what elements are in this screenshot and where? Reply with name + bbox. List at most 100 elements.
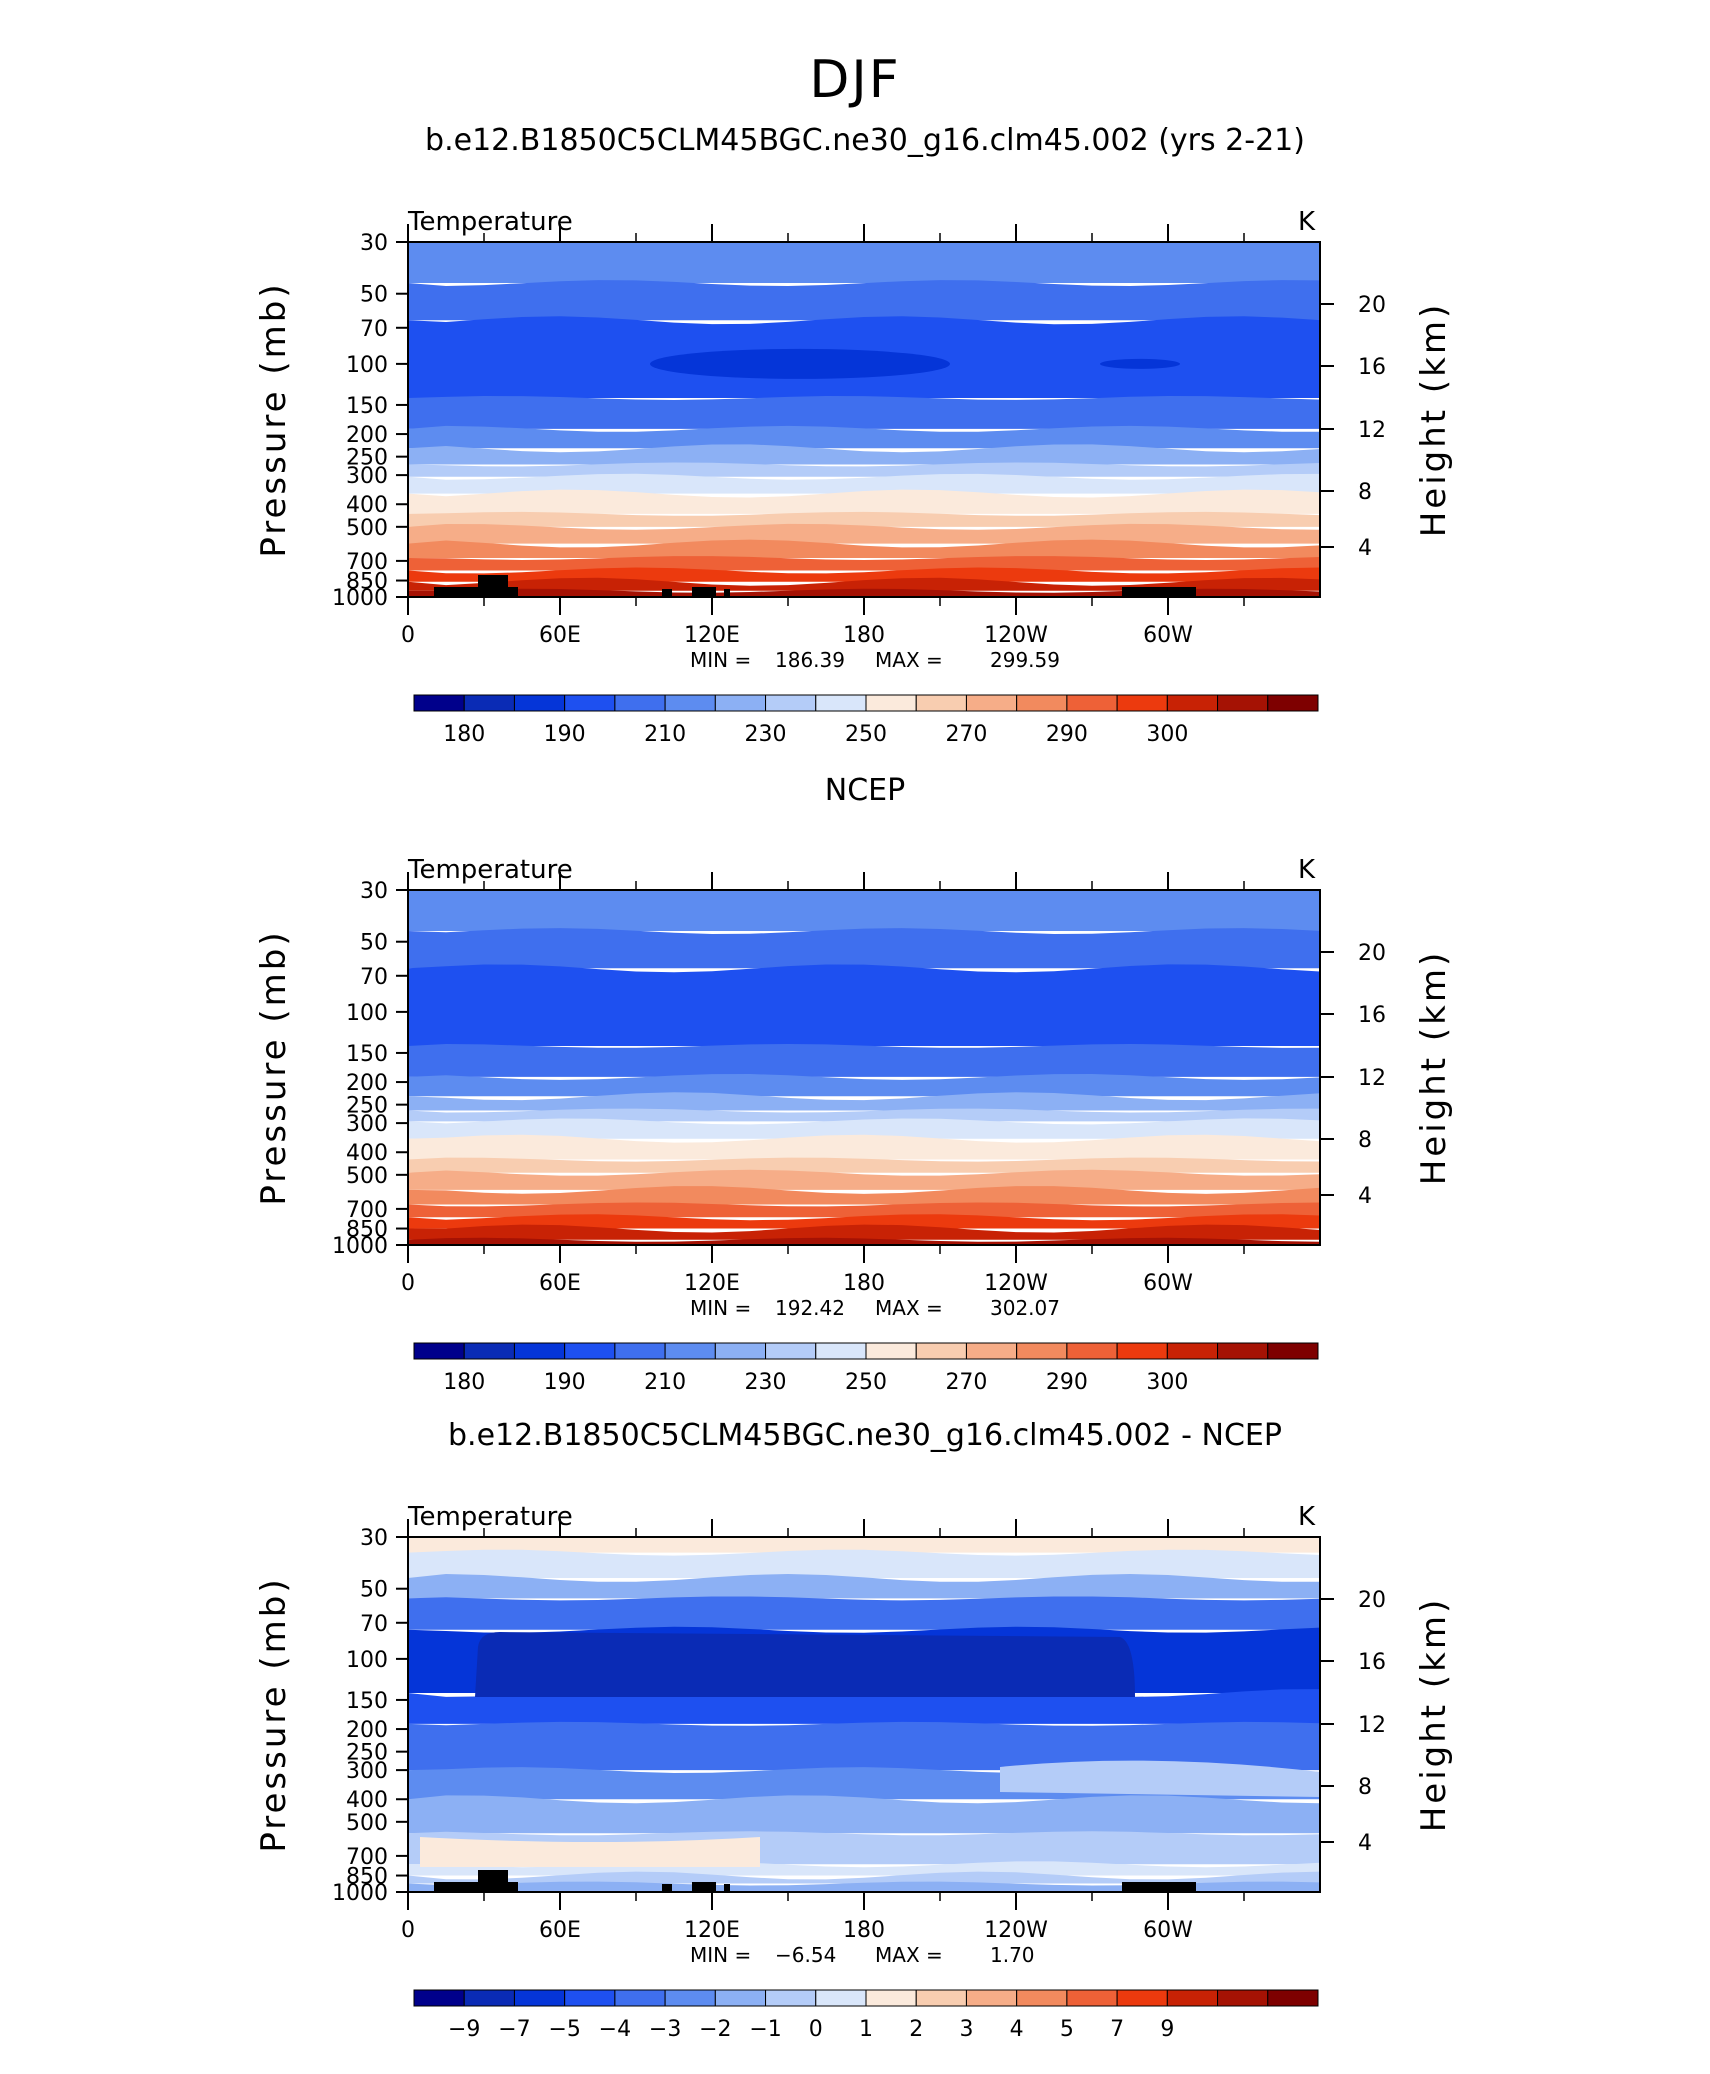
colorbar-label: 2 [909,2017,923,2042]
y2-axis-title: Height (km) [1414,950,1454,1186]
colorbar-label: 290 [1046,722,1088,747]
contour-band [408,556,1320,571]
chart-panel-2: NCEP Temperature K 0 60E 120E 180 120W 60W 30 50 70… [254,773,1454,1395]
x-tick-label: 0 [401,623,415,648]
contour-band [408,1795,1320,1834]
colorbar-swatch [664,1342,716,1360]
colorbar-swatch [865,694,917,712]
contour-blob [1100,358,1180,369]
colorbar-swatch [614,694,666,712]
y2-tick-label: 20 [1358,1588,1386,1613]
chart-panel-1: b.e12.B1850C5CLM45BGC.ne30_g16.clm45.002… [254,123,1454,747]
contour-band [408,280,1320,321]
contour-band [408,588,1320,597]
colorbar-swatch [765,694,817,712]
colorbar-swatch [1066,1342,1118,1360]
colorbar-swatch [463,694,515,712]
variable-label: Temperature [407,855,573,885]
contour-band [408,890,1320,932]
colorbar-label: −9 [448,2017,480,2042]
contour-band [408,1237,1320,1245]
colorbar-swatch [1217,694,1269,712]
x-tick-label: 60E [539,1918,581,1943]
colorbar-swatch [965,694,1018,712]
colorbar-label: 4 [1010,2017,1024,2042]
colorbar-label: 7 [1110,2017,1124,2042]
x-tick-label: 120E [684,623,740,648]
y2-tick-label: 20 [1358,941,1386,966]
max-label: MAX = [875,648,943,672]
page-title: DJF [809,50,901,110]
units-label: K [1298,207,1316,237]
y2-tick-label: 16 [1358,1003,1386,1028]
contour-band [408,577,1320,591]
y-tick-label: 200 [346,1718,388,1743]
colorbar-swatch [1016,1342,1068,1360]
x-tick-label: 180 [843,623,885,648]
topography-mask [1122,587,1196,597]
contour-band [408,1596,1320,1630]
contour-band [408,473,1320,494]
colorbar-swatch [463,1989,515,2007]
units-label: K [1298,1502,1316,1532]
colorbar-label: 250 [845,1370,887,1395]
x-tick-label: 120W [984,1918,1048,1943]
variable-label: Temperature [407,1502,573,1532]
y2-tick-label: 12 [1358,1066,1386,1091]
contour-band [408,1537,1320,1553]
max-value: 299.59 [990,648,1060,672]
colorbar-swatch [965,1989,1018,2007]
y-tick-label: 400 [346,1141,388,1166]
contour-band [408,444,1320,465]
y2-tick-label: 8 [1358,1775,1372,1800]
contour-band [408,511,1320,527]
colorbar-swatch [965,1342,1018,1360]
y-tick-label: 30 [360,879,388,904]
x-tick-label: 0 [401,1918,415,1943]
y2-tick-label: 12 [1358,1713,1386,1738]
y-tick-label: 100 [346,1001,388,1026]
y-tick-label: 500 [346,1164,388,1189]
colorbar-swatch [765,1989,817,2007]
y-tick-label: 700 [346,1845,388,1870]
y-tick-label: 700 [346,550,388,575]
colorbar-swatch [463,1342,515,1360]
colorbar-swatch [1166,694,1219,712]
colorbar-swatch [1267,1342,1319,1360]
colorbar-swatch [765,1342,817,1360]
contour-band [408,396,1320,429]
contour-band [408,1202,1320,1218]
y-axis-title: Pressure (mb) [254,281,294,557]
y-tick-label: 400 [346,1788,388,1813]
y-tick-label: 1000 [332,586,388,611]
colorbar-swatch [815,694,867,712]
colorbar-swatch [413,694,465,712]
y-tick-label: 500 [346,516,388,541]
x-tick-label: 0 [401,1271,415,1296]
colorbar-label: 180 [443,722,485,747]
colorbar-swatch [1116,1342,1168,1360]
colorbar-label: −3 [649,2017,681,2042]
y-tick-label: 100 [346,353,388,378]
y-tick-label: 250 [346,446,388,471]
chart-panel-3: b.e12.B1850C5CLM45BGC.ne30_g16.clm45.002… [254,1418,1454,2042]
topography-mask [434,587,518,597]
contour-blob [475,1632,1135,1697]
topography-mask [478,575,508,597]
max-value: 1.70 [990,1943,1035,1967]
colorbar-swatch [664,694,716,712]
contour-blob [650,348,950,379]
contour-band [408,1721,1320,1771]
colorbar-label: 190 [544,722,586,747]
contour-bands [408,890,1320,1245]
x-tick-label: 180 [843,1918,885,1943]
colorbar-swatch [1066,1989,1118,2007]
colorbar-swatch [513,1342,566,1360]
contour-bands [408,1537,1320,1892]
colorbar-swatch [1267,1989,1319,2007]
colorbar-label: 270 [945,1370,987,1395]
colorbar-swatch [1116,694,1168,712]
colorbar-swatch [815,1342,867,1360]
contour-band [408,1169,1320,1190]
topography-mask [724,589,730,597]
